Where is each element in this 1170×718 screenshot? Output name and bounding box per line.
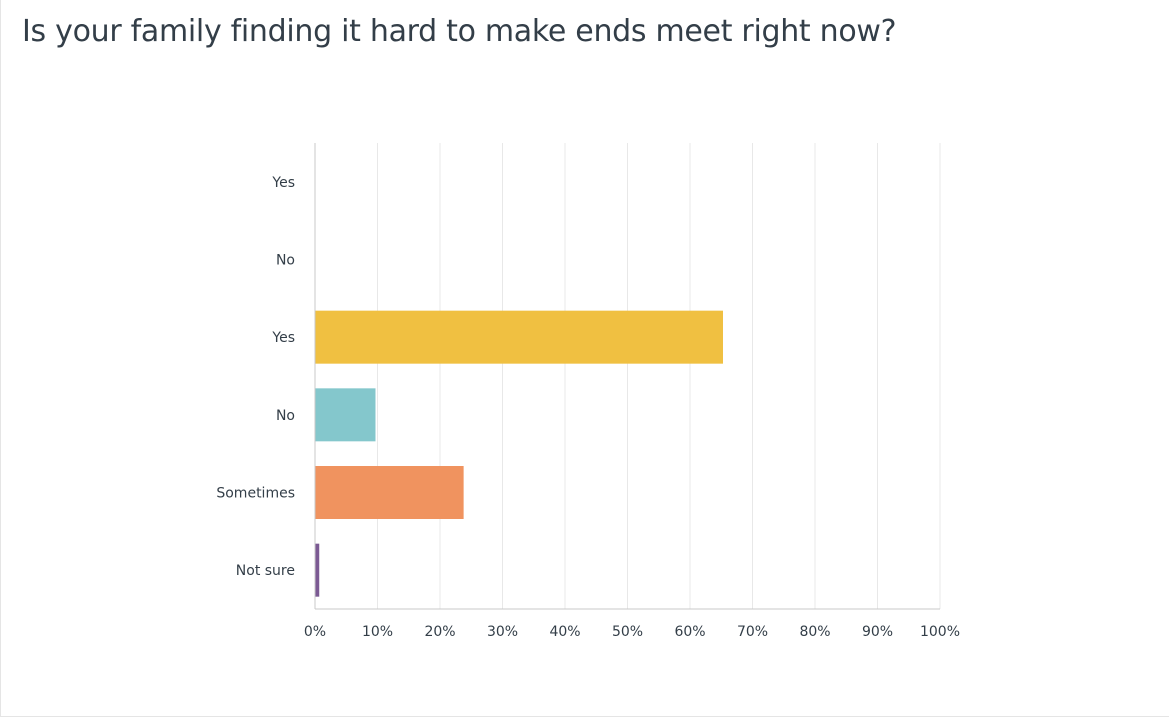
category-label: Not sure — [236, 563, 295, 579]
category-label: Yes — [271, 330, 295, 346]
bar — [315, 543, 320, 597]
x-tick-label: 0% — [304, 624, 326, 640]
x-tick-label: 100% — [920, 624, 960, 640]
x-tick-label: 90% — [862, 624, 893, 640]
x-tick-label: 20% — [424, 624, 455, 640]
bar — [315, 388, 376, 442]
x-tick-label: 60% — [674, 624, 705, 640]
x-tick-label: 30% — [487, 624, 518, 640]
x-tick-label: 80% — [799, 624, 830, 640]
category-label: No — [276, 253, 295, 269]
x-tick-label: 50% — [612, 624, 643, 640]
category-label: No — [276, 408, 295, 424]
x-tick-label: 40% — [549, 624, 580, 640]
bar — [315, 466, 464, 519]
category-label: Yes — [271, 175, 295, 191]
category-label: Sometimes — [216, 486, 295, 502]
bar — [315, 310, 723, 364]
x-tick-label: 70% — [737, 624, 768, 640]
chart-title: Is your family finding it hard to make e… — [22, 14, 897, 49]
x-tick-label: 10% — [362, 624, 393, 640]
